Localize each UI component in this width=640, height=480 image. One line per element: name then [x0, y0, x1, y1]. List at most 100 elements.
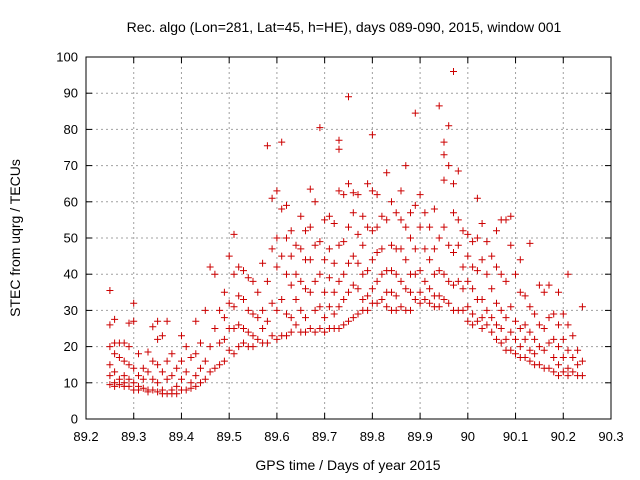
data-point [359, 270, 367, 278]
data-point [149, 375, 157, 383]
data-point [521, 321, 529, 329]
data-point [206, 343, 214, 351]
data-point [163, 357, 171, 365]
data-point [211, 325, 219, 332]
data-point [302, 227, 309, 235]
data-point [493, 227, 500, 235]
data-point [178, 357, 185, 365]
data-point [507, 328, 515, 336]
data-point [197, 364, 204, 372]
data-point [345, 317, 352, 325]
data-point [359, 241, 367, 249]
data-point [192, 382, 200, 390]
data-point [407, 288, 414, 296]
data-point [158, 368, 166, 376]
data-point [340, 238, 348, 246]
data-point [392, 270, 400, 278]
data-point [368, 256, 376, 264]
data-point [368, 227, 376, 235]
data-point [512, 270, 519, 278]
data-point [302, 314, 309, 322]
data-point [411, 109, 419, 117]
x-tick-label: 90.2 [551, 429, 576, 444]
data-point [469, 321, 477, 329]
data-point [220, 288, 228, 296]
data-point [535, 281, 543, 289]
data-point [216, 339, 224, 347]
data-point [321, 314, 329, 322]
data-point [450, 281, 457, 289]
x-tick-label: 89.3 [121, 429, 146, 444]
data-point [268, 299, 276, 307]
data-point [459, 227, 467, 235]
data-point [283, 270, 290, 278]
data-point [416, 299, 424, 307]
data-point [268, 194, 276, 202]
data-point [464, 303, 472, 311]
data-point [249, 343, 257, 351]
data-point [540, 325, 548, 332]
data-point [421, 209, 429, 217]
y-tick-label: 30 [64, 303, 78, 318]
data-point [440, 270, 448, 278]
data-point [397, 216, 405, 224]
data-point [454, 216, 462, 224]
data-point [445, 299, 453, 307]
data-point [421, 277, 429, 285]
data-point [545, 364, 553, 372]
data-point [450, 209, 457, 217]
data-point [483, 270, 491, 278]
data-point [493, 335, 500, 343]
data-point [454, 241, 462, 249]
data-point [287, 252, 295, 260]
data-point [569, 332, 577, 340]
data-point [178, 332, 185, 340]
data-point [502, 216, 510, 224]
data-point [278, 138, 286, 146]
data-point [502, 277, 510, 285]
data-point [535, 343, 543, 351]
data-point [435, 292, 443, 300]
data-point [578, 357, 586, 365]
data-point [368, 285, 376, 293]
data-point [521, 354, 529, 361]
data-point [135, 350, 142, 358]
data-point [483, 321, 491, 329]
data-point [397, 277, 405, 285]
data-point [297, 277, 305, 285]
data-point [502, 314, 510, 322]
data-point [311, 306, 319, 314]
data-point [120, 339, 128, 347]
data-point [154, 388, 162, 396]
x-tick-label: 89.7 [312, 429, 337, 444]
y-axis-ticks: 0 10 20 30 40 50 60 70 80 90 100 [56, 50, 611, 427]
data-point [578, 372, 586, 380]
data-point [259, 306, 267, 314]
data-point [316, 124, 324, 132]
data-point [497, 325, 505, 332]
data-point [249, 277, 257, 285]
data-point [240, 267, 247, 275]
data-point [297, 212, 305, 220]
data-point [130, 299, 138, 307]
data-point [106, 287, 114, 294]
data-point [302, 328, 309, 336]
data-point [244, 306, 252, 314]
data-point [564, 364, 572, 372]
data-point [411, 201, 419, 209]
data-point [254, 314, 262, 322]
data-point [445, 122, 453, 130]
data-point [345, 180, 352, 188]
y-tick-label: 80 [64, 122, 78, 137]
data-point [354, 310, 362, 318]
data-point [426, 299, 434, 307]
data-point [225, 346, 233, 354]
data-point [330, 310, 338, 318]
data-point [187, 384, 195, 392]
data-point [345, 223, 352, 231]
data-point [330, 220, 338, 227]
data-point [182, 368, 190, 376]
data-point [139, 375, 147, 383]
data-point [115, 354, 123, 361]
data-point [464, 252, 472, 260]
